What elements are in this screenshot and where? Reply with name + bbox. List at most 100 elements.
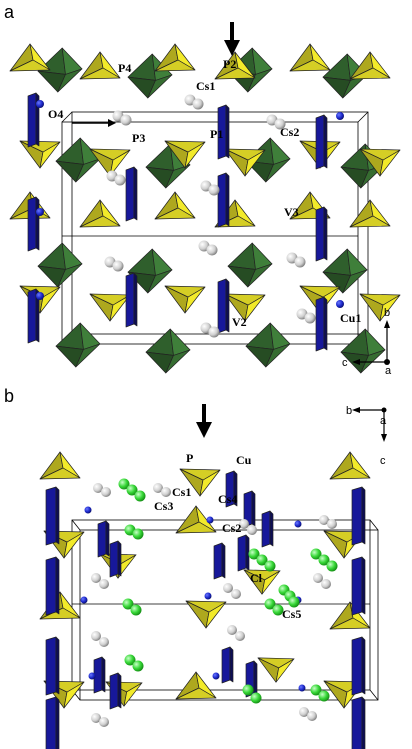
copper-chain	[253, 660, 258, 697]
phosphate-tetrahedron	[175, 687, 217, 700]
copper-chain	[27, 92, 37, 148]
oxygen-atom	[336, 112, 344, 120]
phosphate-tetrahedron	[79, 215, 121, 228]
panel-b-direction-arrow	[196, 404, 212, 438]
copper-chain	[55, 486, 60, 545]
phosphate-tetrahedron	[359, 293, 401, 306]
copper-chain	[323, 114, 328, 169]
chlorine-atom	[272, 604, 284, 616]
phosphate-tetrahedron	[179, 468, 221, 481]
chlorine-atom	[134, 490, 146, 502]
copper-chain	[269, 510, 274, 547]
chlorine-atom	[248, 548, 260, 560]
copper-chain	[233, 470, 238, 507]
o4-pointer-arrow	[72, 119, 116, 127]
chlorine-atom	[264, 598, 276, 610]
cesium-atom	[307, 711, 317, 721]
oxygen-atom	[298, 684, 306, 692]
copper-chain	[45, 696, 57, 749]
copper-chain	[45, 636, 57, 696]
vanadate-octahedron	[145, 328, 174, 356]
axis-b-label-b: b	[346, 405, 352, 417]
oxygen-atom	[294, 520, 302, 528]
copper-chain	[229, 646, 234, 683]
phosphate-tetrahedron	[164, 285, 206, 298]
copper-chain	[361, 486, 366, 545]
copper-chain	[217, 172, 227, 228]
copper-chain	[251, 490, 256, 527]
cesium-atom	[231, 589, 241, 599]
vanadate-octahedron	[340, 143, 369, 171]
chlorine-atom	[124, 654, 136, 666]
cesium-atom	[99, 579, 109, 589]
oxygen-atom	[36, 292, 44, 300]
cesium-atom	[192, 98, 204, 110]
copper-chain	[109, 672, 119, 710]
cesium-atom	[153, 483, 163, 493]
vanadate-octahedron	[265, 343, 291, 368]
copper-chain	[361, 556, 366, 615]
copper-chain	[225, 172, 230, 227]
label-cu1: Cu1	[340, 311, 361, 325]
vanadate-octahedron	[245, 322, 274, 350]
copper-chain	[361, 696, 366, 749]
label-cs2: Cs2	[280, 125, 299, 139]
phosphate-tetrahedron	[224, 148, 266, 161]
cesium-atom	[91, 713, 101, 723]
phosphate-tetrahedron	[257, 657, 295, 669]
cesium-atom	[99, 717, 109, 727]
panel-a-polyhedra	[9, 43, 401, 374]
panel-a: a P4 P2 Cs1 O4 P3 P1 Cs2 V3	[4, 2, 401, 377]
panel-a-direction-arrow	[224, 22, 240, 56]
cesium-atom	[101, 487, 111, 497]
copper-chain	[225, 278, 230, 333]
vanadate-octahedron	[147, 269, 173, 294]
cesium-atom	[91, 573, 101, 583]
phosphate-tetrahedron	[299, 285, 341, 298]
cesium-atom	[294, 256, 306, 268]
chlorine-atom	[310, 548, 322, 560]
copper-chain	[323, 206, 328, 261]
copper-chain	[245, 534, 250, 571]
copper-chain	[351, 696, 363, 749]
panel-b-letter: b	[4, 386, 14, 406]
chlorine-atom	[256, 554, 268, 566]
oxygen-atom	[204, 592, 212, 600]
copper-chain	[315, 296, 325, 352]
copper-chain	[35, 196, 40, 251]
phosphate-tetrahedron	[224, 293, 266, 306]
phosphate-tetrahedron	[154, 207, 196, 220]
axis-c-label-b: c	[380, 455, 386, 467]
copper-chain	[27, 288, 37, 344]
cesium-atom	[235, 631, 245, 641]
cesium-atom	[299, 707, 309, 717]
copper-chain	[27, 196, 37, 252]
copper-chain	[323, 296, 328, 351]
cesium-atom	[313, 573, 323, 583]
phosphate-tetrahedron	[79, 67, 121, 80]
chlorine-atom	[132, 528, 144, 540]
copper-chain	[315, 114, 325, 170]
copper-chain	[125, 272, 135, 328]
vanadate-octahedron	[247, 263, 273, 288]
phosphate-tetrahedron	[349, 215, 391, 228]
copper-chain	[109, 540, 119, 578]
chlorine-atom	[250, 692, 262, 704]
phosphate-tetrahedron	[289, 59, 331, 72]
chlorine-atom	[126, 484, 138, 496]
copper-chain	[97, 520, 107, 558]
cesium-atom	[319, 515, 329, 525]
copper-chain	[237, 534, 247, 572]
copper-chain	[217, 278, 227, 334]
phosphate-tetrahedron	[89, 293, 131, 306]
chlorine-atom	[288, 596, 300, 608]
vanadate-octahedron	[127, 248, 156, 276]
vanadate-octahedron	[147, 74, 173, 99]
copper-chain	[361, 636, 366, 695]
cesium-atom	[206, 244, 218, 256]
label-o4: O4	[48, 107, 63, 121]
copper-chain	[351, 636, 363, 696]
cesium-atom	[120, 114, 132, 126]
panel-b-atoms	[80, 478, 338, 727]
